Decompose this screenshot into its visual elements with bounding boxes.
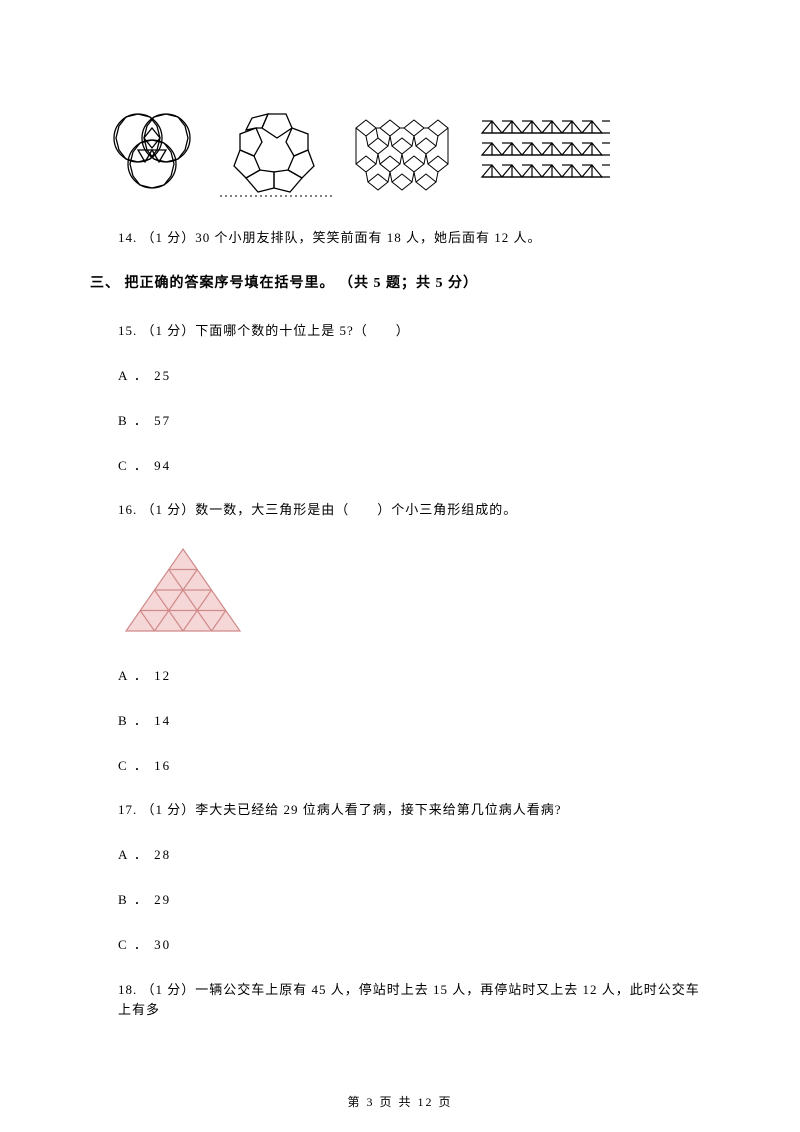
q17-option-a: A ． 28 xyxy=(118,845,710,866)
q16-triangle-figure xyxy=(118,545,710,644)
q18-prefix: 18. （1 分） xyxy=(118,982,195,997)
figure-zigzag xyxy=(478,115,616,195)
question-16: 16. （1 分）数一数，大三角形是由（ ）个小三角形组成的。 xyxy=(118,500,710,521)
figure-tiling xyxy=(348,110,466,200)
q18-text: 一辆公交车上原有 45 人，停站时上去 15 人，再停站时又上去 12 人，此时… xyxy=(118,982,700,1018)
q17-prefix: 17. （1 分） xyxy=(118,802,195,817)
q15-option-c: C ． 94 xyxy=(118,456,710,477)
q16-option-c: C ． 16 xyxy=(118,756,710,777)
pattern-figures xyxy=(98,110,710,200)
q14-prefix: 14. （1 分） xyxy=(118,230,195,245)
q16-prefix: 16. （1 分） xyxy=(118,502,195,517)
q15-text: 下面哪个数的十位上是 5?（ ） xyxy=(195,323,410,338)
q15-prefix: 15. （1 分） xyxy=(118,323,195,338)
page-footer: 第 3 页 共 12 页 xyxy=(0,1093,800,1112)
page-content: 14. （1 分）30 个小朋友排队，笑笑前面有 18 人，她后面有 12 人。… xyxy=(0,0,800,1061)
question-17: 17. （1 分）李大夫已经给 29 位病人看了病，接下来给第几位病人看病? xyxy=(118,800,710,821)
q15-option-b: B ． 57 xyxy=(118,411,710,432)
q17-option-c: C ． 30 xyxy=(118,935,710,956)
q17-text: 李大夫已经给 29 位病人看了病，接下来给第几位病人看病? xyxy=(195,802,561,817)
figure-circles xyxy=(98,110,206,200)
q16-option-b: B ． 14 xyxy=(118,711,710,732)
q14-text: 30 个小朋友排队，笑笑前面有 18 人，她后面有 12 人。 xyxy=(195,230,541,245)
question-18: 18. （1 分）一辆公交车上原有 45 人，停站时上去 15 人，再停站时又上… xyxy=(118,980,710,1022)
q16-option-a: A ． 12 xyxy=(118,666,710,687)
question-15: 15. （1 分）下面哪个数的十位上是 5?（ ） xyxy=(118,321,710,342)
section-3-title: 三、 把正确的答案序号填在括号里。 （共 5 题；共 5 分） xyxy=(90,273,710,295)
q16-text: 数一数，大三角形是由（ ）个小三角形组成的。 xyxy=(195,502,517,517)
question-14: 14. （1 分）30 个小朋友排队，笑笑前面有 18 人，她后面有 12 人。 xyxy=(118,228,710,249)
figure-pentagons xyxy=(218,110,336,200)
q15-option-a: A ． 25 xyxy=(118,366,710,387)
q17-option-b: B ． 29 xyxy=(118,890,710,911)
